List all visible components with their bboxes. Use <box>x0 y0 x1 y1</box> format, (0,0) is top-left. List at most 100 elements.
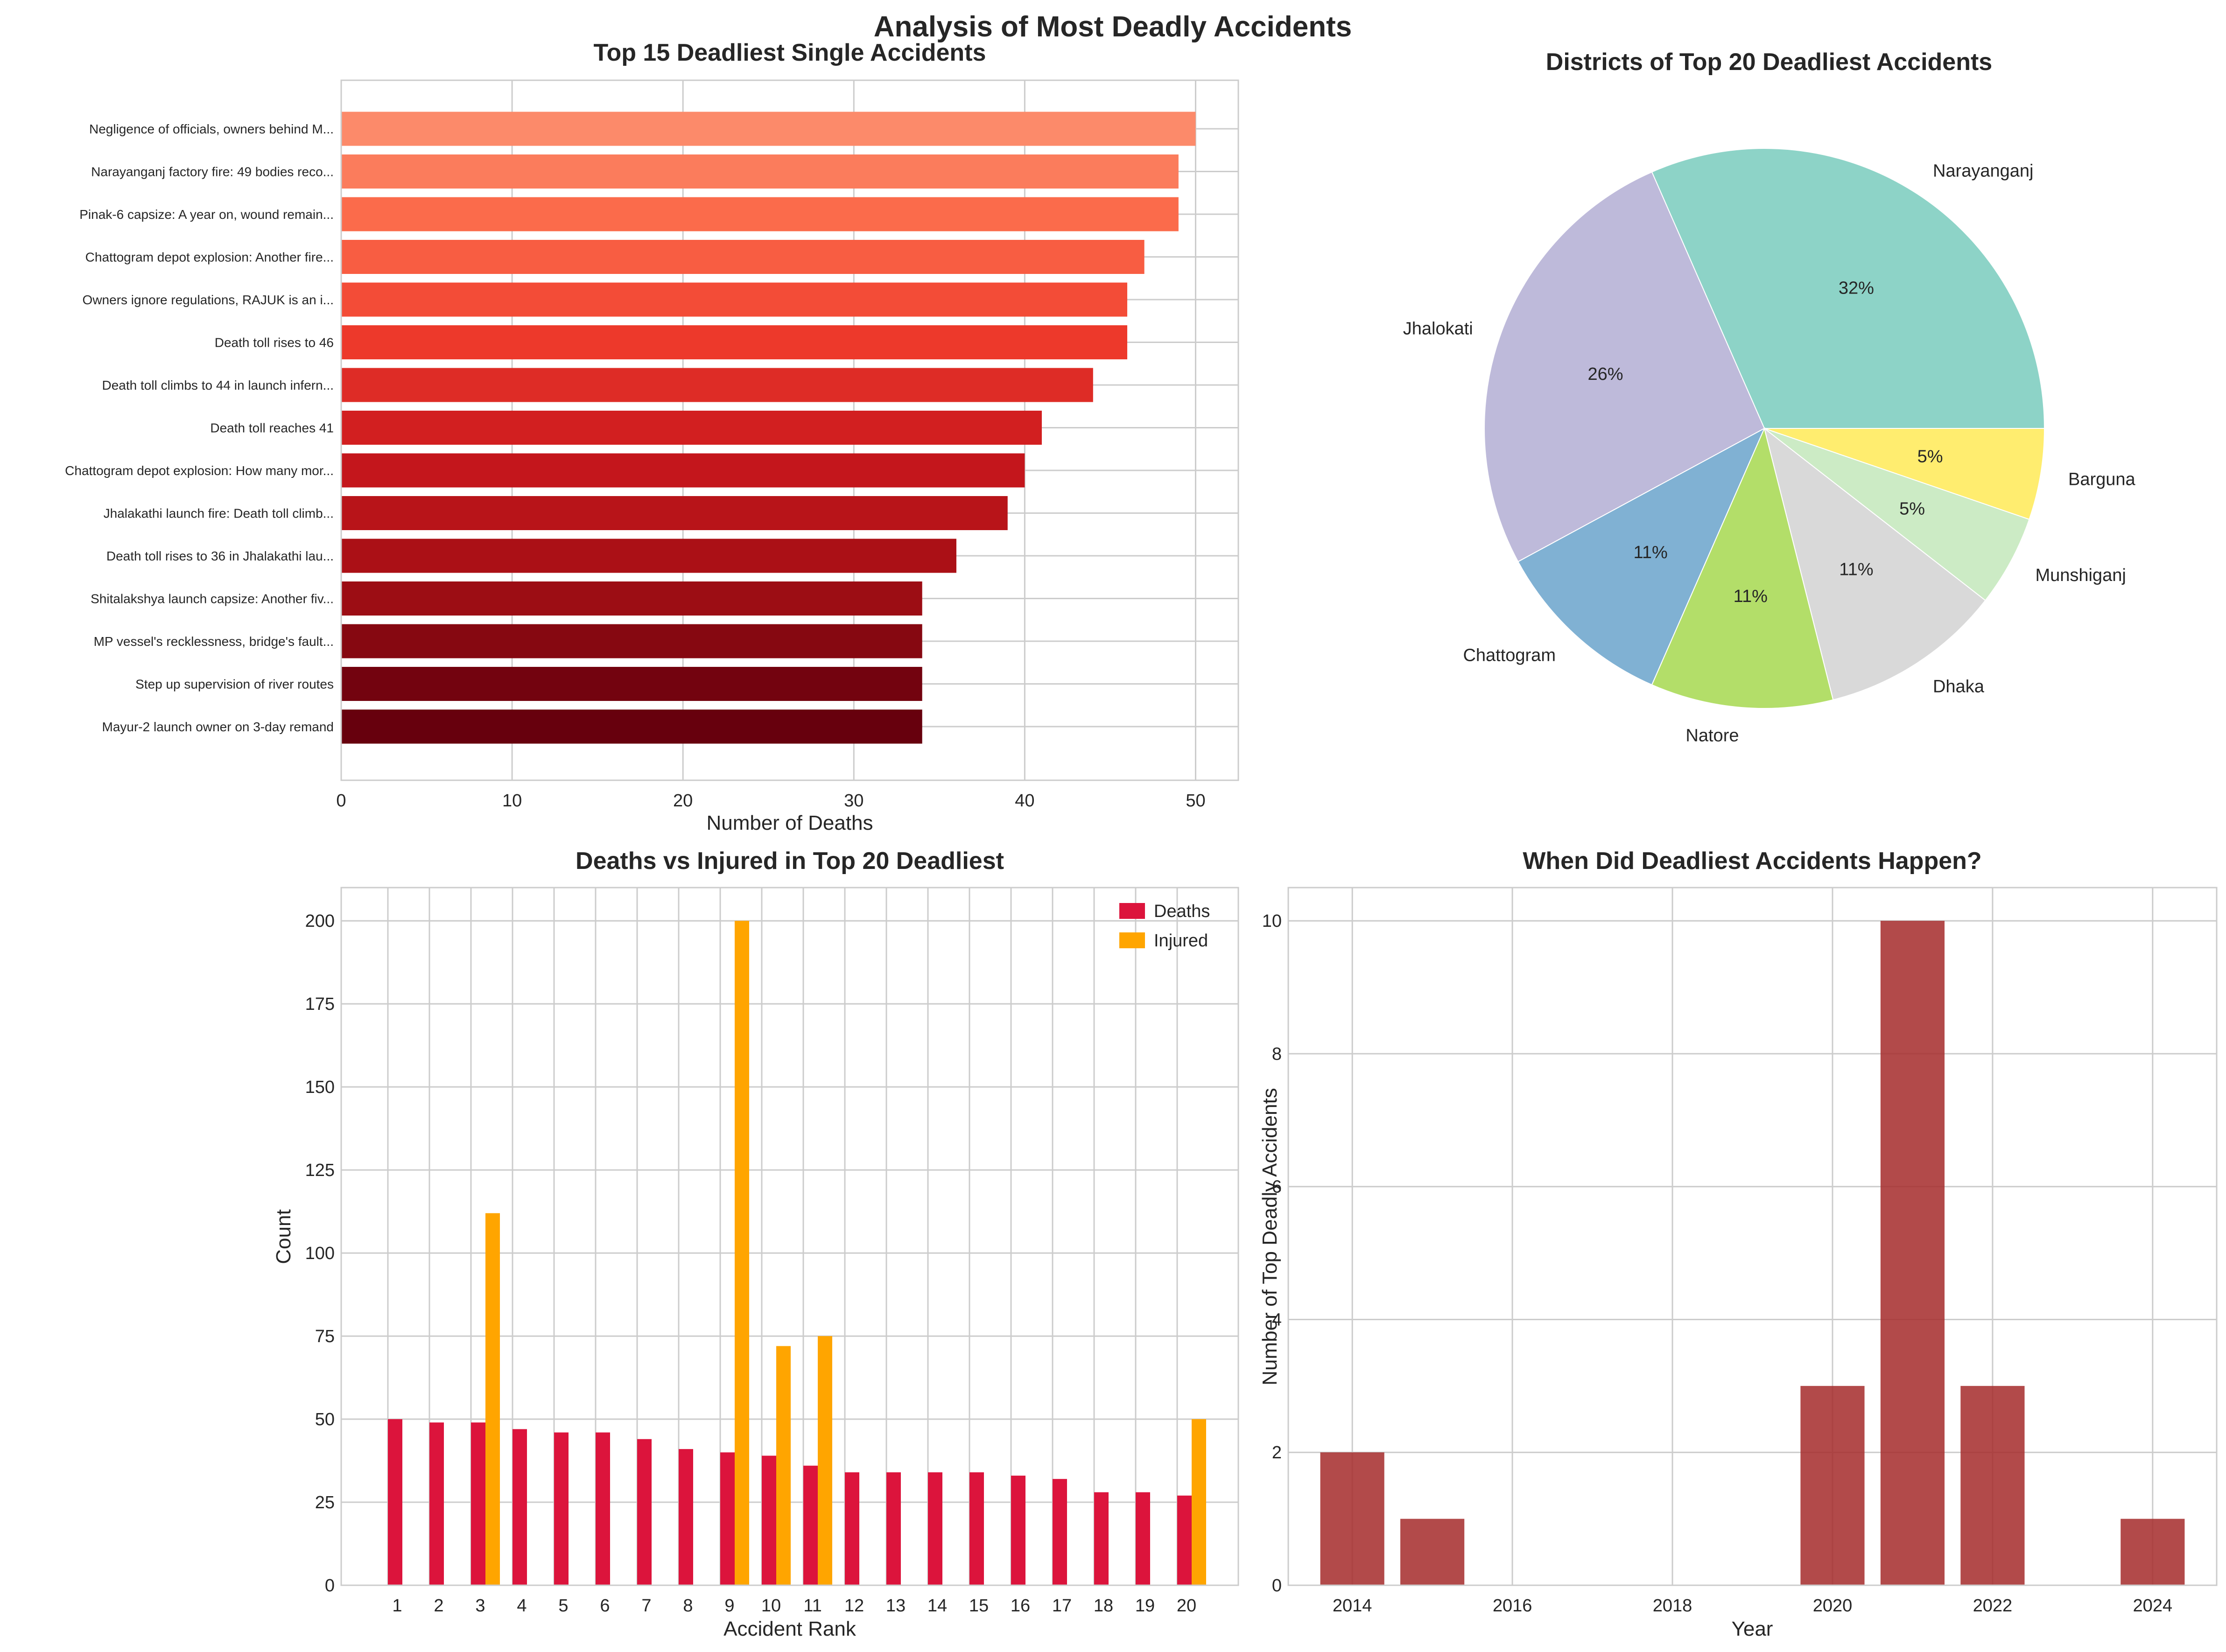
p3-xtick-label: 20 <box>1177 1596 1196 1616</box>
p1-category-label: Jhalakathi launch fire: Death toll climb… <box>104 506 334 521</box>
p3-ytick-label: 150 <box>305 1078 335 1097</box>
p3-ytick-label: 200 <box>305 911 335 931</box>
p1-bar <box>341 581 922 616</box>
p3-bar-injured <box>818 1336 832 1585</box>
p3-legend-label-deaths: Deaths <box>1154 902 1210 921</box>
p3-xtick-label: 11 <box>803 1596 822 1616</box>
p4-bar <box>1960 1386 2025 1585</box>
p2-slice <box>1763 427 1986 700</box>
p1-category-label: Owners ignore regulations, RAJUK is an i… <box>83 293 334 307</box>
p3-y-tick-labels: 0 25 50 75 100 125 150 175 200 <box>305 911 335 1596</box>
p1-bar <box>341 453 1025 488</box>
p1-bar <box>341 240 1145 274</box>
p3-xtick-label: 8 <box>683 1596 693 1616</box>
p3-bar-deaths <box>637 1439 652 1585</box>
p1-frame <box>340 79 1239 781</box>
p3-ytick-label: 125 <box>305 1161 335 1180</box>
p4-xtick-label: 2024 <box>2133 1596 2173 1616</box>
p1-bar <box>341 709 922 744</box>
p3-bar-injured <box>776 1346 791 1585</box>
p2-pct-label: 5% <box>1917 447 1943 466</box>
p3-ytick-label: 100 <box>305 1244 335 1263</box>
p3-xtick-label: 5 <box>558 1596 568 1616</box>
p4-bars <box>1320 921 2185 1585</box>
p3-bar-deaths <box>845 1472 859 1585</box>
p4-frame <box>1287 887 2218 1586</box>
p2-slice-label: Dhaka <box>1933 677 1985 697</box>
p3-ytick-label: 25 <box>315 1493 335 1512</box>
p2-pct-label: 11% <box>1734 587 1768 606</box>
p4-xtick-label: 2014 <box>1333 1596 1372 1616</box>
p1-category-label: MP vessel's recklessness, bridge's fault… <box>94 634 334 649</box>
p1-bars <box>341 112 1196 744</box>
panel-deaths-vs-injured: 1 2 3 4 5 6 7 8 9 10 11 12 13 14 15 16 17 18 19 20 02550751… <box>272 847 1239 1640</box>
p3-bar-deaths <box>969 1472 984 1585</box>
p3-xtick-label: 18 <box>1094 1596 1113 1616</box>
p4-plot-area <box>1288 888 2217 1585</box>
p3-x-tick-labels: 1 2 3 4 5 6 7 8 9 10 11 12 13 14 15 16 17 18 19 20 <box>392 1596 1196 1616</box>
p1-category-label: Step up supervision of river routes <box>135 677 334 692</box>
p4-title: When Did Deadliest Accidents Happen? <box>1523 847 1981 875</box>
p1-category-label: Pinak-6 capsize: A year on, wound remain… <box>79 207 334 222</box>
p4-xlabel: Year <box>1732 1617 1773 1640</box>
p2-slice <box>1764 428 2045 520</box>
p2-slice <box>1484 171 1765 562</box>
p1-bar <box>341 154 1179 189</box>
p3-xtick-label: 12 <box>844 1596 864 1616</box>
p3-bar-deaths <box>429 1422 444 1585</box>
p3-xtick-label: 10 <box>761 1596 781 1616</box>
p1-category-label: Chattogram depot explosion: Another fire… <box>85 250 334 265</box>
p3-bar-deaths <box>1094 1492 1109 1585</box>
p3-xtick-label: 14 <box>927 1596 947 1616</box>
p4-y-tick-labels: 0 2 4 6 8 10 <box>1262 911 1282 1596</box>
p4-ytick-label: 4 <box>1272 1310 1282 1330</box>
p1-category-label: Shitalakshya launch capsize: Another fiv… <box>91 592 334 606</box>
p2-slice-label: Barguna <box>2068 470 2136 490</box>
p4-ylabel: Number of Top Deadly Accidents <box>1258 1088 1281 1386</box>
p3-bar-injured <box>485 1213 500 1585</box>
p3-legend-swatch-injured <box>1119 932 1145 948</box>
p3-xtick-label: 4 <box>517 1596 527 1616</box>
p3-bar-deaths <box>596 1432 610 1585</box>
p2-title: Districts of Top 20 Deadliest Accidents <box>1546 49 1992 76</box>
p3-xtick-label: 6 <box>600 1596 610 1616</box>
p1-bar <box>341 112 1196 146</box>
p3-xtick-label: 7 <box>641 1596 651 1616</box>
p3-bar-deaths <box>554 1432 569 1585</box>
p3-bar-deaths <box>720 1452 735 1585</box>
p2-slice-label: Natore <box>1685 726 1739 746</box>
p4-bar <box>1400 1519 1465 1585</box>
p3-legend: Deaths Injured <box>1119 902 1210 951</box>
p1-xtick-label: 40 <box>1015 791 1034 811</box>
p3-xtick-label: 19 <box>1135 1596 1155 1616</box>
p1-xtick-label: 0 <box>336 791 346 811</box>
p1-category-label: Death toll reaches 41 <box>210 421 334 435</box>
p1-bar <box>341 325 1128 359</box>
p3-bar-deaths <box>1136 1492 1150 1585</box>
p1-title: Top 15 Deadliest Single Accidents <box>594 39 986 66</box>
p1-bar <box>341 411 1042 445</box>
p1-category-label: Death toll rises to 36 in Jhalakathi lau… <box>106 549 334 563</box>
p3-xtick-label: 15 <box>969 1596 989 1616</box>
p4-bar <box>1880 921 1945 1585</box>
panel-years: 2014 2016 2018 2020 2022 2024 0 2 4 6 8 10 When Di… <box>1258 847 2218 1640</box>
p1-category-label: Mayur-2 launch owner on 3-day remand <box>102 720 334 734</box>
p1-xtick-label: 20 <box>673 791 693 811</box>
p4-ytick-label: 0 <box>1272 1576 1282 1596</box>
p3-bar-deaths <box>886 1472 901 1585</box>
p2-slice <box>1517 427 1766 686</box>
p1-category-label: Negligence of officials, owners behind M… <box>89 122 334 136</box>
p3-bars <box>388 921 1206 1585</box>
p3-ytick-label: 175 <box>305 994 335 1014</box>
p3-bar-deaths <box>1011 1476 1025 1585</box>
p3-legend-swatch-deaths <box>1119 903 1145 919</box>
p1-category-label: Death toll climbs to 44 in launch infern… <box>102 378 334 392</box>
p4-xtick-label: 2022 <box>1973 1596 2013 1616</box>
p1-bar <box>341 368 1093 402</box>
p1-category-labels: Negligence of officials, owners behind M… <box>65 122 334 734</box>
p4-ytick-label: 2 <box>1272 1443 1282 1463</box>
panel-district-pie: Districts of Top 20 Deadliest Accidents … <box>1403 49 2136 746</box>
p3-ytick-label: 75 <box>315 1327 335 1346</box>
p2-pct-label: 5% <box>1899 499 1925 518</box>
p2-labels: Narayanganj 32% Jhalokati 26% Chattogram 11% N… <box>1403 161 2136 745</box>
